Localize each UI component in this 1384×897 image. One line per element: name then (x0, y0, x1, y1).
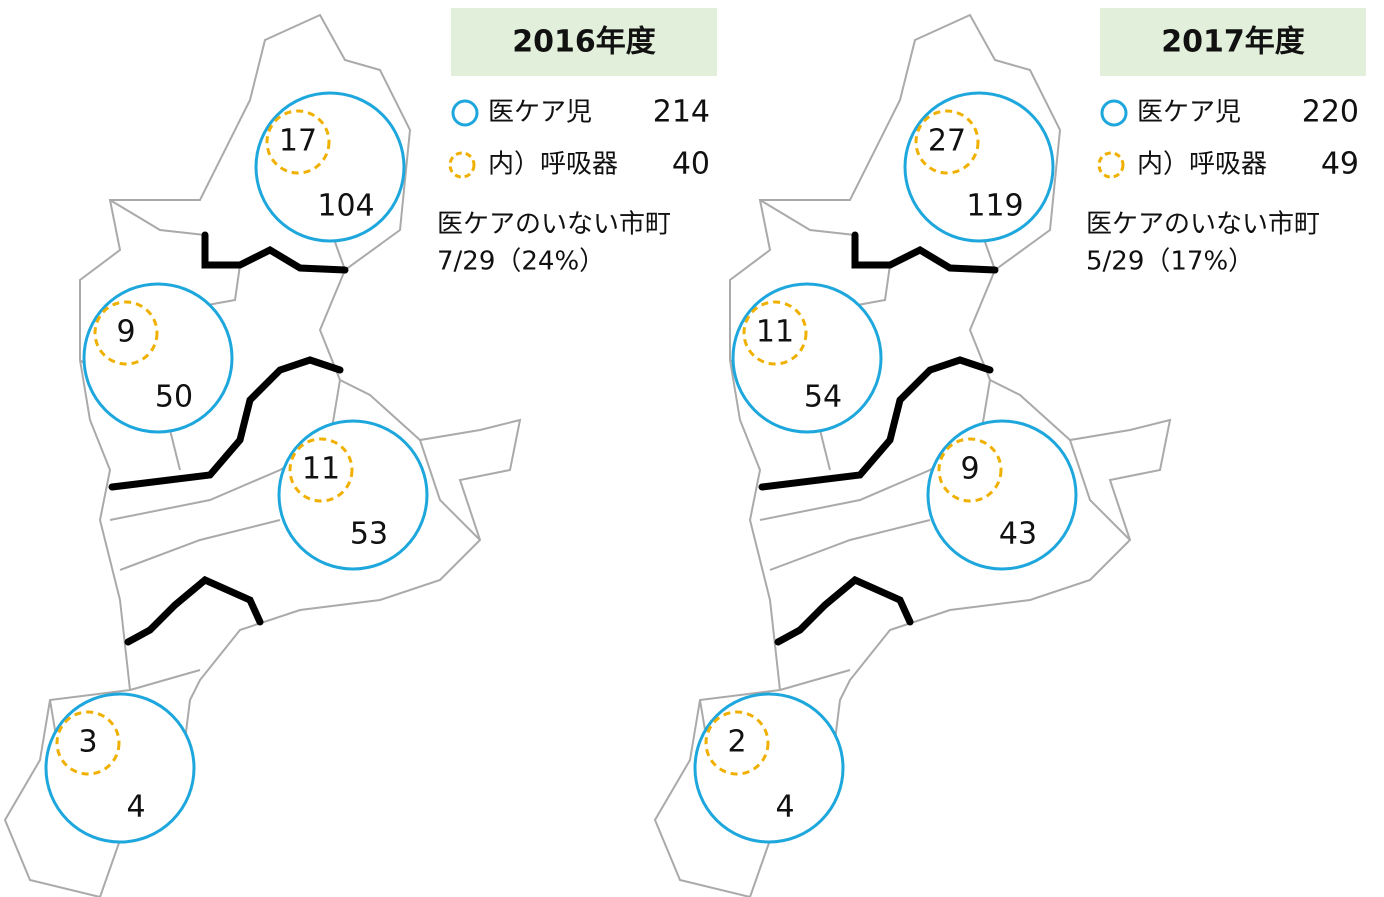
respiratory-count: 2 (727, 725, 746, 760)
respiratory-circle (704, 710, 770, 776)
legend-value: 214 (653, 95, 710, 130)
total-circle (903, 91, 1055, 243)
respiratory-circle (288, 437, 354, 503)
respiratory-circle (55, 710, 121, 776)
legend-icon (1100, 99, 1128, 127)
legend-value: 40 (672, 147, 710, 182)
respiratory-count: 11 (756, 315, 794, 350)
total-circle (693, 692, 845, 844)
total-circle (82, 282, 234, 434)
legend-label: 内）呼吸器 (488, 150, 618, 180)
note: 医ケアのいない市町 (437, 210, 671, 240)
total-circle (731, 282, 883, 434)
respiratory-circle (93, 300, 159, 366)
total-circle (277, 419, 429, 571)
title-box (451, 8, 717, 76)
respiratory-count: 17 (279, 124, 317, 159)
respiratory-circle (265, 109, 331, 175)
legend-label: 医ケア児 (1137, 98, 1241, 128)
total-count: 104 (317, 189, 374, 224)
legend-icon (451, 99, 479, 127)
respiratory-count: 11 (302, 452, 340, 487)
legend-icon (448, 151, 476, 179)
note: 医ケアのいない市町 (1086, 210, 1320, 240)
respiratory-count: 3 (78, 725, 97, 760)
respiratory-count: 27 (928, 124, 966, 159)
panel-title: 2017年度 (1161, 25, 1305, 60)
note: 7/29（24%） (437, 247, 605, 277)
total-count: 4 (775, 790, 794, 825)
legend-label: 医ケア児 (488, 98, 592, 128)
total-count: 43 (999, 517, 1037, 552)
total-count: 53 (350, 517, 388, 552)
legend-value: 220 (1302, 95, 1359, 130)
title-box (1100, 8, 1366, 76)
respiratory-count: 9 (960, 452, 979, 487)
legend-label: 内）呼吸器 (1137, 150, 1267, 180)
respiratory-circle (742, 300, 808, 366)
respiratory-count: 9 (116, 315, 135, 350)
total-circle (926, 419, 1078, 571)
panel-title: 2016年度 (512, 25, 656, 60)
total-count: 4 (126, 790, 145, 825)
total-count: 50 (155, 380, 193, 415)
total-circle (44, 692, 196, 844)
total-count: 119 (966, 189, 1023, 224)
legend-value: 49 (1321, 147, 1359, 182)
total-circle (254, 91, 406, 243)
note: 5/29（17%） (1086, 247, 1254, 277)
respiratory-circle (937, 437, 1003, 503)
respiratory-circle (914, 109, 980, 175)
legend-icon (1097, 151, 1125, 179)
total-count: 54 (804, 380, 842, 415)
